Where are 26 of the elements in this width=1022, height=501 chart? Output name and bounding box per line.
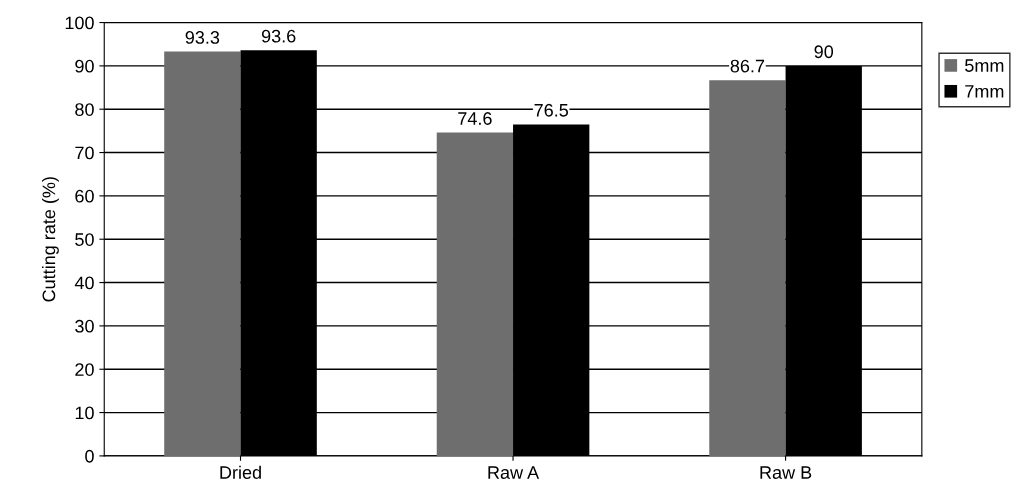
x-tick-label: Raw A	[488, 466, 540, 479]
legend-label: 7mm	[965, 85, 1004, 98]
data-label: 86.7	[730, 59, 765, 73]
y-tick-label: 80	[75, 103, 94, 116]
y-tick-label: 70	[75, 146, 94, 160]
y-tick-label: 100	[65, 16, 94, 30]
x-tick-label: Dried	[220, 465, 261, 479]
y-tick-label: 30	[75, 319, 94, 333]
y-tick-label: 60	[75, 189, 94, 203]
y-axis-title: Cutting rate (%)	[42, 177, 59, 302]
data-label: 76.5	[534, 103, 569, 117]
data-label: 93.6	[261, 29, 296, 43]
bar	[436, 132, 514, 456]
x-tick-label: Raw B	[760, 466, 812, 479]
y-tick-label: 90	[75, 59, 94, 73]
y-tick-label: 40	[74, 276, 94, 290]
y-tick-label: 10	[75, 406, 94, 420]
data-label: 74.6	[458, 112, 492, 125]
bar	[709, 80, 786, 456]
y-tick-label: 20	[75, 363, 94, 376]
y-tick-label: 0	[85, 449, 94, 463]
data-label: 93.3	[185, 31, 220, 44]
y-tick-label: 50	[75, 233, 94, 246]
bar	[164, 51, 241, 456]
data-label: 90	[814, 45, 834, 59]
legend-label: 5mm	[965, 59, 1004, 72]
